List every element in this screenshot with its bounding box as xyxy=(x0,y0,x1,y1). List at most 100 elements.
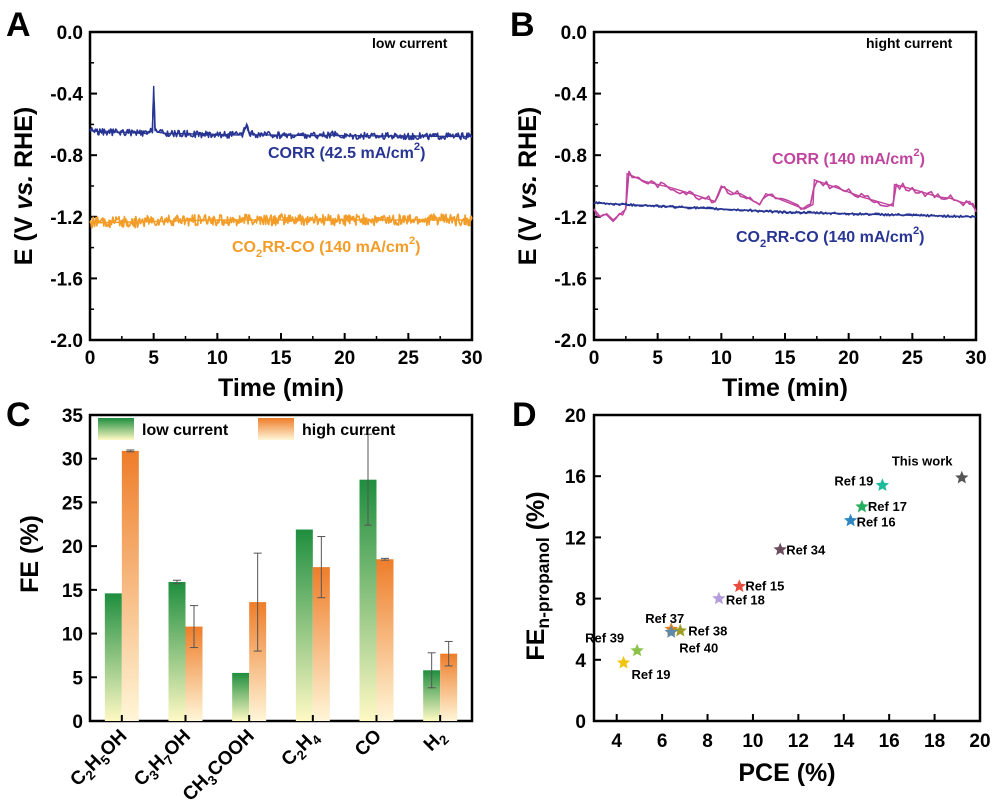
series-label-CORR-part: ) xyxy=(420,145,425,162)
data-point-star xyxy=(712,591,726,605)
panel-letter: B xyxy=(510,6,535,44)
point-label: Ref 15 xyxy=(745,578,784,593)
x-tick-label: 25 xyxy=(902,348,924,369)
series-label-CORR: CORR (140 mA/cm2) xyxy=(772,147,925,168)
x-tick-label-CO: CO xyxy=(351,726,386,761)
series-label-CO2RR-CO-part: ) xyxy=(415,239,420,256)
point-label: This work xyxy=(892,454,953,469)
data-point-star xyxy=(616,655,631,669)
x-tick-label: 10 xyxy=(207,348,228,369)
plot-frame xyxy=(592,413,982,723)
x-tick-label: 10 xyxy=(742,731,763,752)
bar-low current-CH3COOH xyxy=(232,672,250,721)
y-axis-label-part: (%) xyxy=(522,491,550,537)
data-point-star xyxy=(664,625,678,638)
condition-tag: hight current xyxy=(866,35,953,51)
series-label-CORR-part: CORR (42.5 mA/cm xyxy=(268,145,414,162)
y-axis-label-part: RHE) xyxy=(10,107,38,175)
y-tick-label: 20 xyxy=(565,406,586,427)
x-tick-label: 25 xyxy=(398,348,420,369)
series-label-CO2RR-CO: CO2RR-CO (140 mA/cm2) xyxy=(232,235,421,260)
point-label: Ref 38 xyxy=(688,624,727,639)
point-label: Ref 40 xyxy=(679,640,718,655)
x-tick-label-CH3COOH-part: COOH xyxy=(204,726,259,781)
y-axis-label-part: vs. xyxy=(514,175,542,210)
y-axis-label-part: E (V xyxy=(514,210,542,266)
data-point-star xyxy=(773,542,787,556)
series-line-CO2RR-CO xyxy=(89,213,473,229)
panel-letter: D xyxy=(512,396,537,434)
plot-frame xyxy=(88,413,474,723)
bar-high current-CO xyxy=(376,559,394,721)
y-tick-label: 12 xyxy=(565,528,586,549)
y-tick-label: 10 xyxy=(62,625,83,646)
data-point-star xyxy=(875,478,889,491)
plot-frame xyxy=(592,30,978,342)
bar-high current-C2H5OH xyxy=(121,450,139,721)
bar-low current-H2 xyxy=(423,670,441,721)
x-tick-label: 6 xyxy=(657,731,668,752)
data-point-star xyxy=(630,643,644,657)
series-label-CO2RR-CO-part: 2 xyxy=(760,238,766,250)
y-axis-label-part: FE xyxy=(522,629,550,661)
x-tick-label: 12 xyxy=(788,731,809,752)
x-tick-label-H2: H2 xyxy=(420,726,452,758)
series-label-CO2RR-CO-part: CO xyxy=(232,239,256,256)
x-axis-label: Time (min) xyxy=(218,374,344,402)
y-tick-label: 20 xyxy=(62,537,83,558)
x-tick-label: 20 xyxy=(969,731,990,752)
y-tick-label: -0.4 xyxy=(50,85,83,106)
series-label-CORR-part: 2 xyxy=(913,147,919,159)
bar-low current-C2H4 xyxy=(295,529,313,721)
panel-d: D 0 4 8 12 16 20 4 6 8 10 12 14 16 18 20 PCE (%) FEn-prop… xyxy=(512,396,991,787)
y-axis-label: E (V vs. RHE) xyxy=(10,107,38,265)
x-tick-label: 5 xyxy=(652,348,663,369)
point-label: Ref 34 xyxy=(786,543,826,558)
bar-high current-C2H4 xyxy=(312,567,330,721)
point-label: Ref 16 xyxy=(857,515,896,530)
y-tick-label: 25 xyxy=(62,493,84,514)
bar-high current-C3H7OH xyxy=(185,626,203,721)
x-axis-label: PCE (%) xyxy=(738,759,835,787)
panel-letter: A xyxy=(6,6,31,44)
x-tick-label: 20 xyxy=(334,348,355,369)
y-tick-label: 0 xyxy=(575,712,586,733)
x-tick-label: 15 xyxy=(270,348,292,369)
series-label-CO2RR-CO-part: 2 xyxy=(409,235,415,247)
series-label-CO2RR-CO-part: ) xyxy=(919,229,924,246)
point-label: Ref 17 xyxy=(868,499,907,514)
point-label: Ref 19 xyxy=(834,473,873,488)
data-point-star xyxy=(955,470,969,484)
legend-label-low current: low current xyxy=(142,422,229,439)
series-label-CORR: CORR (42.5 mA/cm2) xyxy=(268,141,425,162)
series-label-CO2RR-CO: CO2RR-CO (140 mA/cm2) xyxy=(736,225,925,250)
x-tick-label-C2H4: C2H4 xyxy=(278,725,325,772)
x-tick-label: 5 xyxy=(148,348,159,369)
series-label-CO2RR-CO-part: RR-CO (140 mA/cm xyxy=(766,229,913,246)
y-tick-label: 0 xyxy=(72,712,83,733)
x-tick-label: 15 xyxy=(774,348,796,369)
x-tick-label-C2H5OH: C2H5OH xyxy=(66,726,133,793)
legend-label-high current: high current xyxy=(302,422,396,439)
data-point-star xyxy=(843,513,858,527)
data-point-star xyxy=(855,499,869,513)
y-tick-label: 35 xyxy=(62,406,84,427)
point-label: Ref 18 xyxy=(726,593,765,608)
point-label: Ref 19 xyxy=(632,667,671,682)
legend-swatch-high current xyxy=(258,418,294,440)
series-label-CO2RR-CO-part: 2 xyxy=(913,225,919,237)
x-tick-label: 14 xyxy=(833,731,855,752)
series-label-CO2RR-CO-part: CO xyxy=(736,229,760,246)
x-tick-label: 4 xyxy=(611,731,622,752)
panel-letter: C xyxy=(6,396,31,434)
bar-low current-C3H7OH xyxy=(168,581,186,721)
y-tick-label: -0.8 xyxy=(554,146,587,167)
x-tick-label: 30 xyxy=(965,348,986,369)
y-axis-label-part: n-propanol xyxy=(533,537,553,628)
series-trend-CO2RR-CO xyxy=(89,219,472,224)
y-axis-label: E (V vs. RHE) xyxy=(514,107,542,265)
y-axis-label-part: vs. xyxy=(10,175,38,210)
